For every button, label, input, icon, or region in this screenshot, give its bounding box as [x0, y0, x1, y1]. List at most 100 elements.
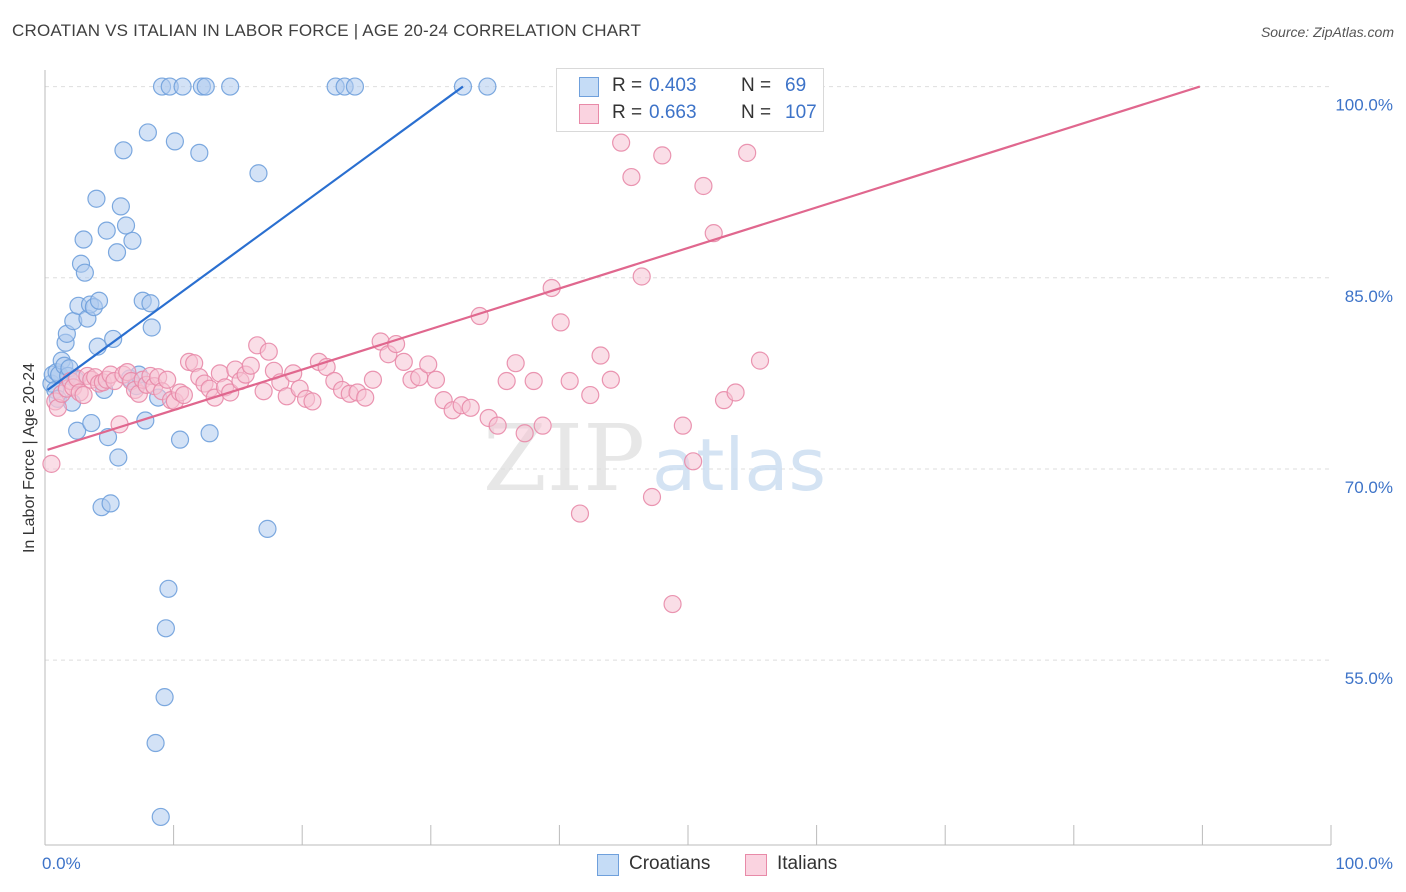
croatians-points — [42, 77, 497, 827]
croatians-point — [146, 733, 165, 753]
italians-point — [684, 452, 703, 471]
r-label: R = — [612, 75, 643, 96]
points-layer — [42, 77, 770, 827]
croatians-point — [114, 141, 133, 160]
italians-point — [750, 351, 770, 370]
italians-point — [560, 371, 579, 391]
croatians-point — [89, 291, 109, 310]
italians-point — [74, 385, 93, 405]
italians-point — [426, 370, 446, 389]
italians-point — [303, 392, 322, 411]
italians-point — [394, 352, 413, 371]
italians-trend-line — [47, 85, 1201, 451]
stats-legend: R = 0.403 N = 69 R = 0.663 N = 107 — [556, 68, 824, 132]
italians-point — [488, 416, 507, 435]
croatians-trend-line — [46, 85, 464, 391]
croatians-point — [165, 132, 184, 151]
croatians-point — [478, 77, 497, 96]
croatians-point — [75, 263, 94, 282]
source-note: Source: ZipAtlas.com — [1260, 24, 1394, 40]
croatians-point — [87, 189, 106, 208]
croatians-point — [170, 430, 190, 449]
croatians-point — [141, 294, 160, 313]
italians-point — [694, 176, 713, 196]
croatians-point — [107, 243, 127, 262]
x-tick-label: 100.0% — [1335, 854, 1393, 873]
italians-point — [632, 267, 651, 286]
watermark-layer: ZIP atlas — [483, 405, 826, 512]
croatians-point — [138, 123, 157, 142]
croatians-point — [116, 216, 136, 235]
italians-point — [738, 143, 757, 162]
italians-point — [254, 382, 273, 401]
italians-legend-label: Italians — [777, 853, 838, 874]
y-tick-label: 100.0% — [1335, 96, 1393, 115]
italians-point — [622, 167, 641, 187]
croatians-point — [155, 688, 174, 707]
italians-point — [726, 383, 745, 402]
n-label: N = — [741, 102, 772, 123]
croatians-point — [142, 318, 161, 337]
italians-point — [570, 504, 590, 523]
italians-point — [551, 313, 570, 332]
croatians-point — [196, 77, 215, 96]
watermark-atlas: atlas — [652, 423, 826, 507]
italians-point — [524, 371, 543, 391]
italians-point — [497, 371, 516, 391]
italians-point — [601, 370, 620, 389]
italians-point — [653, 146, 672, 165]
italians-swatch — [579, 104, 599, 124]
n-value: 107 — [785, 102, 817, 123]
croatians-point — [173, 77, 192, 96]
italians-point — [363, 370, 383, 389]
italians-point — [673, 416, 692, 435]
n-value: 69 — [785, 75, 807, 96]
croatians-swatch — [579, 77, 599, 97]
croatians-point — [109, 448, 128, 467]
croatians-point — [221, 77, 240, 96]
croatians-point — [97, 221, 116, 240]
croatians-point — [159, 579, 178, 598]
watermark-zip: ZIP — [483, 405, 645, 512]
x-tick-label: 0.0% — [42, 854, 81, 873]
italians-point — [386, 334, 406, 354]
y-axis-label: In Labor Force | Age 20-24 — [21, 363, 38, 553]
n-label: N = — [741, 75, 772, 96]
y-tick-label: 85.0% — [1345, 287, 1393, 306]
trend-layer — [46, 85, 1201, 451]
croatians-point — [101, 494, 120, 513]
croatians-point — [249, 164, 268, 183]
italians-point — [663, 594, 682, 614]
y-tick-label: 70.0% — [1345, 478, 1393, 497]
italians-point — [174, 385, 193, 405]
croatians-point — [123, 231, 142, 250]
croatians-point — [151, 807, 170, 827]
croatians-point — [345, 77, 365, 96]
italians-points — [42, 133, 770, 614]
italians-point — [259, 342, 278, 361]
croatians-point — [104, 329, 123, 349]
croatians-point — [190, 143, 209, 162]
chart-title: CROATIAN VS ITALIAN IN LABOR FORCE | AGE… — [12, 21, 642, 40]
croatians-point — [258, 519, 277, 538]
italians-point — [642, 487, 662, 507]
italians-point — [356, 388, 375, 407]
italians-point — [591, 346, 610, 365]
label-layer: 100.0% 85.0% 70.0% 55.0% 0.0% 100.0% In Labor … — [21, 96, 1393, 873]
y-tick-label: 55.0% — [1345, 669, 1393, 688]
r-label: R = — [612, 102, 643, 123]
croatians-legend-label: Croatians — [629, 853, 711, 874]
italians-point — [506, 354, 525, 373]
italians-point — [158, 370, 177, 389]
italians-point — [612, 133, 631, 152]
italians-point — [241, 356, 260, 375]
croatians-point — [136, 411, 155, 430]
croatians-point — [200, 424, 219, 443]
italians-point — [42, 454, 61, 473]
italians-point — [461, 398, 480, 417]
r-value: 0.663 — [649, 102, 697, 123]
croatians-point — [82, 413, 101, 433]
italians-point — [515, 424, 534, 443]
croatians-point — [68, 421, 87, 440]
croatians-legend-swatch — [597, 854, 619, 876]
